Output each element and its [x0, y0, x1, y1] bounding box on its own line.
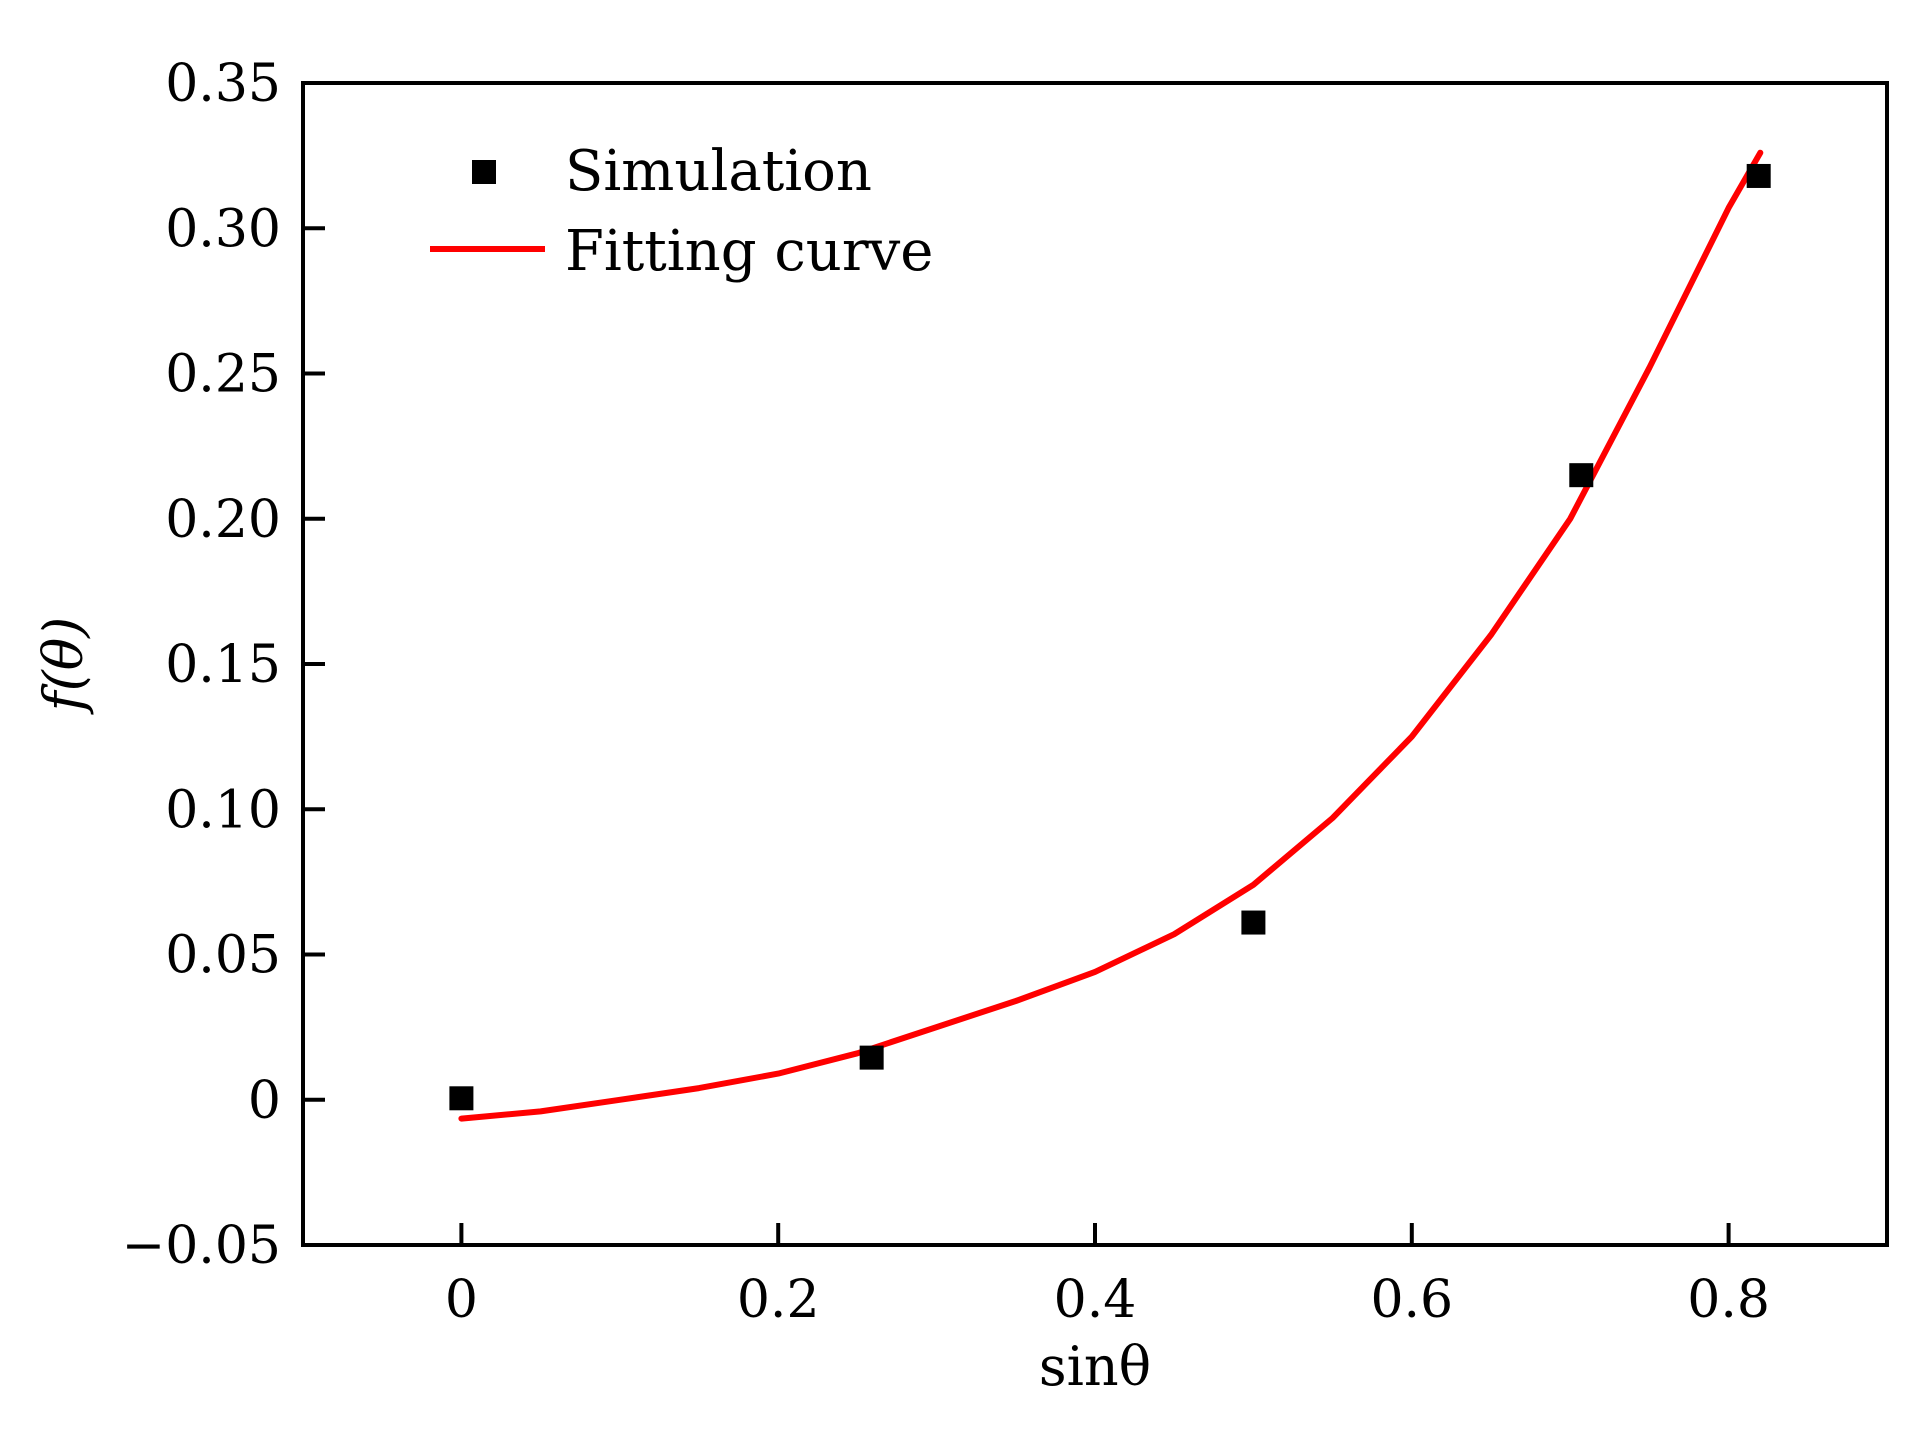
- simulation-point: [859, 1045, 884, 1070]
- y-tick-label: 0.30: [165, 199, 281, 259]
- fitting-curve-line: [458, 149, 1764, 1122]
- y-tick-label: −0.05: [122, 1216, 281, 1276]
- legend-simulation-marker: [472, 160, 496, 184]
- simulation-point: [1241, 910, 1266, 935]
- y-tick-label: 0.10: [165, 780, 281, 840]
- plot-area: [449, 149, 1771, 1122]
- simulation-point: [1569, 463, 1594, 488]
- y-tick-label: 0.25: [165, 345, 281, 405]
- y-axis-title: f(θ): [32, 617, 95, 716]
- y-tick-label: 0.35: [165, 54, 281, 114]
- y-tick-label: 0.20: [165, 490, 281, 550]
- legend-fitting-curve-label: Fitting curve: [565, 219, 933, 284]
- x-axis-title: sinθ: [1039, 1335, 1151, 1398]
- x-axis: 0 0.2 0.4 0.6 0.8: [445, 1223, 1770, 1330]
- simulation-point: [449, 1086, 474, 1111]
- legend-simulation-label: Simulation: [565, 139, 872, 204]
- y-axis: −0.05 0 0.05 0.10 0.15 0.20 0.25 0.30 0.35: [122, 54, 325, 1276]
- x-tick-label: 0: [445, 1270, 478, 1330]
- y-tick-label: 0.15: [165, 635, 281, 695]
- simulation-point: [1746, 163, 1771, 188]
- x-tick-label: 0.6: [1370, 1270, 1453, 1330]
- x-tick-label: 0.8: [1687, 1270, 1770, 1330]
- y-tick-label: 0: [248, 1071, 281, 1131]
- x-tick-label: 0.2: [737, 1270, 820, 1330]
- legend: Simulation Fitting curve: [430, 139, 933, 284]
- x-tick-label: 0.4: [1054, 1270, 1137, 1330]
- y-tick-label: 0.05: [165, 926, 281, 986]
